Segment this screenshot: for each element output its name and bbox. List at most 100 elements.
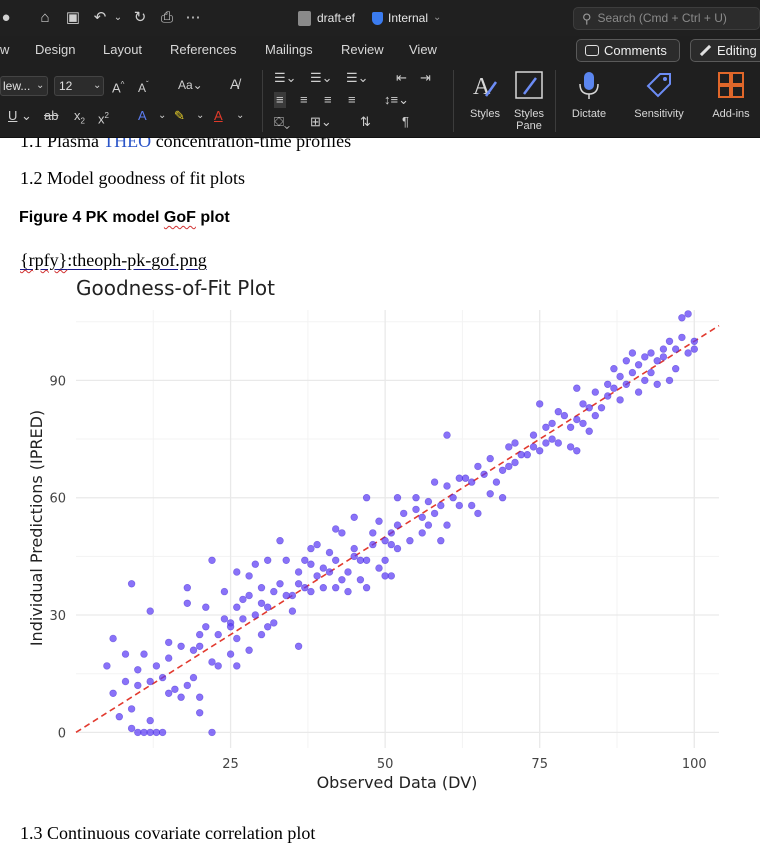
data-point [325,568,334,576]
data-point [449,494,457,502]
grow-font-icon[interactable]: A^ [112,80,125,96]
data-point [641,353,649,361]
shading-icon[interactable]: ⛋⌄ [274,114,291,129]
align-center-icon[interactable]: ≡ [300,92,308,107]
data-point [307,560,315,568]
data-point [443,482,451,490]
tab-layout[interactable]: Layout [103,42,143,57]
data-point [535,447,544,455]
figure-caption-prefix: Figure 4 PK model [19,209,164,226]
change-case-icon[interactable]: Aa⌄ [178,78,203,92]
data-point [214,662,222,670]
data-point [573,447,581,455]
align-right-icon[interactable]: ≡ [324,92,332,107]
show-formatting-icon[interactable]: ¶ [402,114,409,129]
sensitivity-text: Internal [388,11,429,25]
bullets-icon[interactable]: ☰⌄ [274,70,297,85]
data-point [505,462,513,471]
toolbar-separator [262,70,263,132]
tab-review[interactable]: Review [341,42,384,57]
line-spacing-icon[interactable]: ↕≡⌄ [384,92,409,107]
data-point [393,494,402,502]
data-point [406,537,414,545]
print-icon[interactable]: ⎙ [160,9,173,26]
tab-references[interactable]: References [170,42,237,57]
tab-view-partial[interactable]: w [0,42,10,57]
save-icon[interactable]: ▣ [65,9,81,26]
data-point [430,509,439,518]
data-point [245,572,253,580]
numbering-icon[interactable]: ☰⌄ [310,70,333,85]
sensitivity-indicator[interactable]: Internal ⌄ [372,9,441,27]
data-point [264,603,272,611]
decrease-indent-icon[interactable]: ⇤ [396,70,407,85]
styles-pane-button[interactable]: Styles Pane [510,68,548,132]
superscript-icon[interactable]: x2 [98,111,109,127]
document-canvas[interactable]: 1.1 Plasma THEO concentration-time profi… [0,138,760,843]
add-ins-button[interactable]: Add-ins [706,68,756,132]
data-point [332,584,340,592]
data-point [208,658,216,666]
editing-button[interactable]: Editing [690,39,760,62]
data-point [282,591,290,600]
chart-tick-labels: 25 50 75 100 0 30 60 90 [49,374,706,772]
data-point [146,728,154,737]
tab-design[interactable]: Design [35,42,76,57]
shrink-font-icon[interactable]: Aˇ [138,80,149,95]
styles-button[interactable]: A Styles [462,68,508,132]
font-size-select[interactable]: 12 [54,76,104,96]
data-point [226,623,235,631]
search-input[interactable]: ⚲ Search (Cmd + Ctrl + U) [573,7,760,30]
sort-icon[interactable]: ⇅ [360,114,371,129]
tab-view[interactable]: View [409,42,437,57]
tab-mailings[interactable]: Mailings [265,42,313,57]
data-point [424,497,433,506]
data-point [109,689,117,697]
undo-dropdown-chevron-icon[interactable]: ⌄ [113,12,123,23]
subscript-icon[interactable]: x2 [74,108,85,126]
font-size-chevron-icon: ⌄ [93,80,102,91]
dictate-button[interactable]: Dictate [564,68,614,132]
sensitivity-tag-icon [646,73,671,98]
data-point [146,607,154,615]
data-point [412,494,420,502]
highlight-chevron-icon: ⌄ [196,110,205,121]
borders-icon[interactable]: ⊞⌄ [310,114,332,129]
data-point [659,345,668,353]
text-effects-icon[interactable]: A [138,108,147,123]
undo-icon[interactable]: ↶ [93,9,107,26]
data-point [196,709,204,717]
data-point [362,556,371,564]
home-icon[interactable]: ⌂ [40,9,50,26]
document-title-text: draft-ef [317,11,356,25]
figure-reference-link[interactable]: {rpfy}:theoph-pk-gof.png [20,249,207,271]
highlight-icon[interactable]: ✎ [174,108,185,123]
justify-icon[interactable]: ≡ [348,92,356,107]
record-dot-icon[interactable]: ● [1,9,11,26]
increase-indent-icon[interactable]: ⇥ [420,70,431,85]
underline-icon[interactable]: U ⌄ [8,108,32,123]
data-point [474,509,482,518]
comments-button[interactable]: Comments [576,39,680,62]
data-point [251,611,260,619]
strikethrough-icon[interactable]: ab [44,108,59,123]
styles-pane-label-line2: Pane [516,120,542,132]
align-left-icon[interactable]: ≡ [274,92,286,108]
clear-formatting-icon[interactable]: A̸ [230,76,240,92]
redo-icon[interactable]: ↻ [133,9,147,26]
data-point [684,349,692,357]
sensitivity-button[interactable]: Sensitivity [628,68,690,132]
y-tick-label: 30 [49,609,66,624]
multilevel-list-icon[interactable]: ☰⌄ [346,70,369,85]
data-point [591,411,599,420]
data-point [294,580,303,588]
more-icon[interactable]: ⋯ [185,9,201,26]
data-point [369,540,377,549]
data-point [121,650,130,658]
font-name-select[interactable]: lew... [0,76,48,96]
data-point [486,454,494,463]
data-point [344,587,352,596]
data-point [196,693,204,701]
font-color-icon[interactable]: A [214,108,223,123]
microphone-icon [579,72,599,99]
